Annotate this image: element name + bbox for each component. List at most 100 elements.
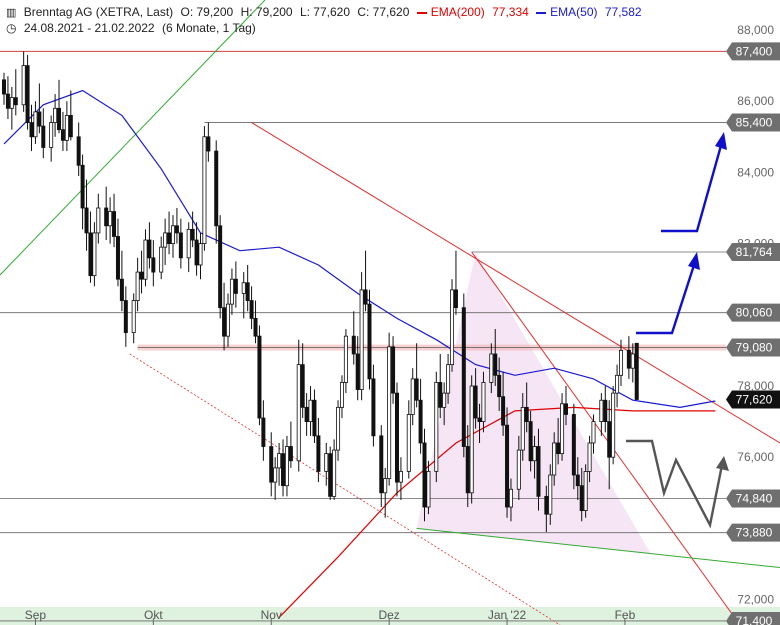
candle-body-102 [469, 385, 474, 494]
level-badge-4: 79,080 [726, 338, 780, 357]
ema200-label: EMA(200) [430, 5, 485, 19]
candle-body-20 [92, 232, 97, 277]
y-tick-label-2: 84,000 [737, 165, 774, 179]
y-tick-label-4: 78,000 [737, 379, 774, 393]
candle-body-98 [450, 289, 455, 366]
bullish-scenario-arrow-1 [636, 261, 697, 335]
candle-body-95 [438, 382, 443, 408]
dotted-trend-line [129, 353, 561, 625]
level-badge-3-text: 80,060 [736, 306, 773, 320]
clock-icon: ◷ [6, 21, 17, 35]
level-badge-7-text: 71,400 [736, 614, 773, 625]
candle-body-127 [583, 471, 588, 512]
candle-body-83 [383, 478, 388, 494]
ema50-value: 77,582 [604, 5, 642, 19]
candle-body-60 [277, 453, 282, 469]
candle-body-61 [281, 453, 286, 487]
candle-body-126 [579, 485, 584, 511]
candle-body-52 [241, 282, 246, 294]
candle-body-81 [371, 378, 376, 437]
close-value: C: 77,620 [357, 5, 410, 19]
candle-body-3 [13, 97, 18, 106]
candle-body-73 [336, 406, 341, 451]
triangle-pattern-fill [416, 252, 651, 554]
candle-body-72 [332, 449, 337, 497]
date-range: 24.08.2021 - 21.02.2022 [23, 21, 155, 35]
candle-body-28 [131, 300, 136, 333]
level-badge-6-text: 73,880 [736, 526, 773, 540]
candle-body-17 [80, 164, 85, 209]
level-badge-0-text: 87,400 [736, 44, 773, 58]
last-price-badge-bg [726, 390, 780, 409]
candle-body-110 [505, 424, 510, 508]
x-tick-label-2: Nov [261, 608, 282, 622]
candle-body-111 [508, 488, 513, 508]
high-value: H: 79,200 [240, 5, 293, 19]
ema200-value: 77,334 [492, 5, 529, 19]
candle-body-116 [532, 446, 537, 462]
y-tick-label-5: 76,000 [737, 450, 774, 464]
level-badge-6-bg [726, 523, 780, 542]
candle-body-18 [84, 207, 89, 234]
candle-body-88 [406, 414, 411, 472]
ema50-label: EMA(50) [550, 5, 598, 19]
candle-body-119 [548, 474, 553, 515]
instrument-name: Brenntag AG (XETRA, Last) [23, 5, 174, 19]
candle-body-86 [394, 392, 399, 483]
candle-body-32 [147, 239, 152, 259]
candle-body-38 [174, 225, 179, 234]
candle-body-84 [387, 346, 392, 479]
y-tick-label-6: 72,000 [737, 593, 774, 607]
candle-body-71 [328, 453, 333, 497]
candle-body-49 [226, 303, 231, 337]
candle-body-54 [249, 300, 254, 319]
candle-body-75 [343, 335, 348, 383]
candle-body-12 [57, 107, 62, 131]
candle-body-133 [611, 392, 616, 458]
candle-body-41 [190, 228, 195, 241]
candle-body-134 [615, 374, 620, 394]
candle-body-50 [229, 278, 234, 305]
level-badge-2-bg [726, 243, 780, 262]
level-badge-3-bg [726, 303, 780, 322]
candle-body-124 [571, 414, 576, 476]
level-badge-2: 81,764 [726, 243, 780, 262]
candle-body-39 [178, 232, 183, 259]
candle-body-2 [9, 97, 14, 109]
candle-body-46 [214, 150, 219, 227]
candle-body-48 [222, 307, 227, 337]
last-price-badge-text: 77,620 [736, 393, 773, 407]
candle-body-91 [418, 399, 423, 444]
low-value: L: 77,620 [299, 5, 350, 19]
candle-body-62 [284, 446, 289, 487]
candle-body-107 [493, 353, 498, 376]
level-badge-0: 87,400 [726, 42, 780, 61]
ema200-swatch-icon [416, 11, 427, 14]
last-price-badge: 77,620 [726, 390, 780, 409]
candle-body-82 [379, 435, 384, 494]
candle-body-115 [528, 421, 533, 462]
level-badge-1-text: 85,400 [736, 116, 773, 130]
candle-body-93 [426, 471, 431, 508]
candle-body-31 [143, 239, 148, 280]
candle-body-89 [410, 378, 415, 415]
candle-body-66 [304, 406, 309, 422]
candle-body-43 [198, 243, 203, 266]
chart-header-line-1: ▥ Brenntag AG (XETRA, Last) O: 79,200 H:… [6, 5, 646, 19]
candle-body-51 [233, 278, 238, 294]
candle-body-56 [257, 335, 262, 419]
candle-body-85 [391, 346, 396, 394]
candle-body-15 [68, 115, 73, 138]
candle-body-34 [159, 246, 164, 273]
downtrend-line-upper [251, 122, 780, 444]
candle-body-136 [626, 349, 631, 369]
level-badge-6: 73,880 [726, 523, 780, 542]
candle-body-120 [552, 442, 557, 476]
candle-body-33 [151, 257, 156, 273]
level-badge-5: 74,840 [726, 489, 780, 508]
candle-body-47 [218, 225, 223, 309]
x-tick-label-3: Dez [378, 608, 399, 622]
candle-body-57 [261, 417, 266, 447]
level-badge-3: 80,060 [726, 303, 780, 322]
